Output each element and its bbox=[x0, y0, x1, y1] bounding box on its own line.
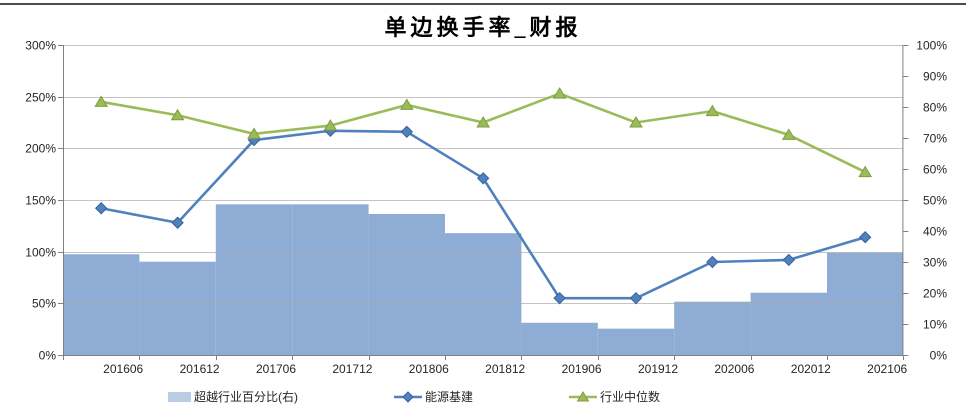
diamond-marker-201806 bbox=[400, 125, 414, 139]
bar-201812 bbox=[445, 233, 522, 355]
left-axis-tick-label: 50% bbox=[32, 297, 56, 311]
right-axis-tick-label: 10% bbox=[923, 318, 947, 332]
triangle-marker-201812 bbox=[476, 116, 491, 128]
right-axis-tick-label: 20% bbox=[923, 287, 947, 301]
x-axis-category-label: 201706 bbox=[256, 362, 296, 376]
legend-triangle-icon bbox=[576, 390, 590, 401]
triangle-marker-201912 bbox=[629, 116, 643, 128]
diamond-marker-201612 bbox=[171, 216, 184, 229]
legend-label-line-series-2: 行业中位数 bbox=[600, 390, 661, 404]
legend-item-line-series-1: 能源基建 bbox=[394, 388, 473, 405]
diamond-marker-202006 bbox=[706, 255, 719, 269]
left-axis-tick-label: 250% bbox=[25, 91, 56, 105]
left-axis-tick-label: 0% bbox=[39, 349, 57, 363]
chart-legend: 超越行业百分比(右) 能源基建 行业中位数 bbox=[168, 388, 660, 405]
bar-201612 bbox=[139, 261, 216, 355]
right-axis-tick-label: 0% bbox=[930, 349, 948, 363]
diamond-marker-202012 bbox=[782, 253, 796, 267]
triangle-marker-201706 bbox=[247, 127, 261, 139]
x-axis-category-label: 201612 bbox=[180, 362, 220, 376]
line-diamond-swatch-icon bbox=[394, 390, 422, 403]
triangle-marker-201606 bbox=[94, 95, 109, 107]
right-axis-tick-label: 100% bbox=[916, 39, 947, 53]
line-series-triangle bbox=[100, 92, 866, 174]
diamond-marker-201906 bbox=[553, 291, 566, 305]
right-axis-tick-label: 50% bbox=[923, 194, 947, 208]
bar-201912 bbox=[597, 328, 675, 355]
bar-series-swatch-icon bbox=[168, 391, 191, 402]
right-axis-tick-label: 90% bbox=[923, 70, 947, 84]
x-axis-category-label: 201712 bbox=[332, 362, 372, 376]
bar-201806 bbox=[368, 213, 445, 355]
legend-item-bar-series: 超越行业百分比(右) bbox=[168, 388, 298, 405]
left-axis-tick-label: 200% bbox=[25, 142, 56, 156]
triangle-marker-201806 bbox=[399, 98, 414, 110]
bar-201906 bbox=[521, 322, 598, 355]
right-axis-tick-label: 30% bbox=[923, 256, 947, 270]
right-axis-tick-label: 40% bbox=[923, 225, 947, 239]
top-border-line bbox=[0, 3, 966, 5]
bar-202012 bbox=[750, 292, 827, 355]
diamond-marker-201912 bbox=[629, 291, 643, 305]
left-axis-tick-label: 150% bbox=[25, 194, 56, 208]
triangle-marker-202006 bbox=[705, 104, 720, 117]
diamond-marker-201606 bbox=[94, 202, 108, 215]
left-axis-tick-label: 100% bbox=[25, 246, 56, 260]
triangle-marker-201712 bbox=[323, 119, 338, 131]
diamond-marker-202106 bbox=[858, 230, 872, 244]
x-axis-category-label: 201906 bbox=[562, 362, 602, 376]
legend-label-line-series-1: 能源基建 bbox=[425, 390, 474, 404]
right-axis-tick-label: 80% bbox=[923, 101, 947, 115]
legend-diamond-icon bbox=[402, 390, 414, 403]
triangle-marker-202012 bbox=[781, 128, 796, 140]
x-axis-category-label: 202106 bbox=[867, 362, 907, 376]
triangle-marker-202106 bbox=[858, 165, 873, 178]
x-axis-category-label: 201806 bbox=[409, 362, 449, 376]
triangle-marker-201906 bbox=[552, 87, 567, 99]
x-axis-category-label: 201912 bbox=[638, 362, 678, 376]
left-axis-tick-label: 300% bbox=[25, 39, 56, 53]
legend-label-bar-series: 超越行业百分比(右) bbox=[194, 390, 298, 404]
bar-201706 bbox=[215, 204, 293, 355]
legend-item-line-series-2: 行业中位数 bbox=[569, 388, 660, 405]
bar-201712 bbox=[292, 204, 369, 355]
legend-marker-svg bbox=[569, 390, 598, 401]
bar-201606 bbox=[63, 254, 140, 355]
chart-title: 单边换手率_财报 bbox=[384, 15, 582, 40]
legend-marker-svg bbox=[394, 390, 422, 403]
triangle-marker-201612 bbox=[170, 108, 185, 121]
x-axis-category-label: 201812 bbox=[485, 362, 525, 376]
x-axis-category-label: 202012 bbox=[791, 362, 831, 376]
x-axis-category-label: 201606 bbox=[103, 362, 143, 376]
diamond-marker-201812 bbox=[476, 172, 490, 185]
right-axis-tick-label: 60% bbox=[923, 163, 947, 177]
right-axis-tick-label: 70% bbox=[923, 132, 947, 146]
bar-202006 bbox=[674, 301, 751, 355]
x-axis-category-label: 202006 bbox=[714, 362, 754, 376]
line-triangle-swatch-icon bbox=[569, 390, 598, 403]
